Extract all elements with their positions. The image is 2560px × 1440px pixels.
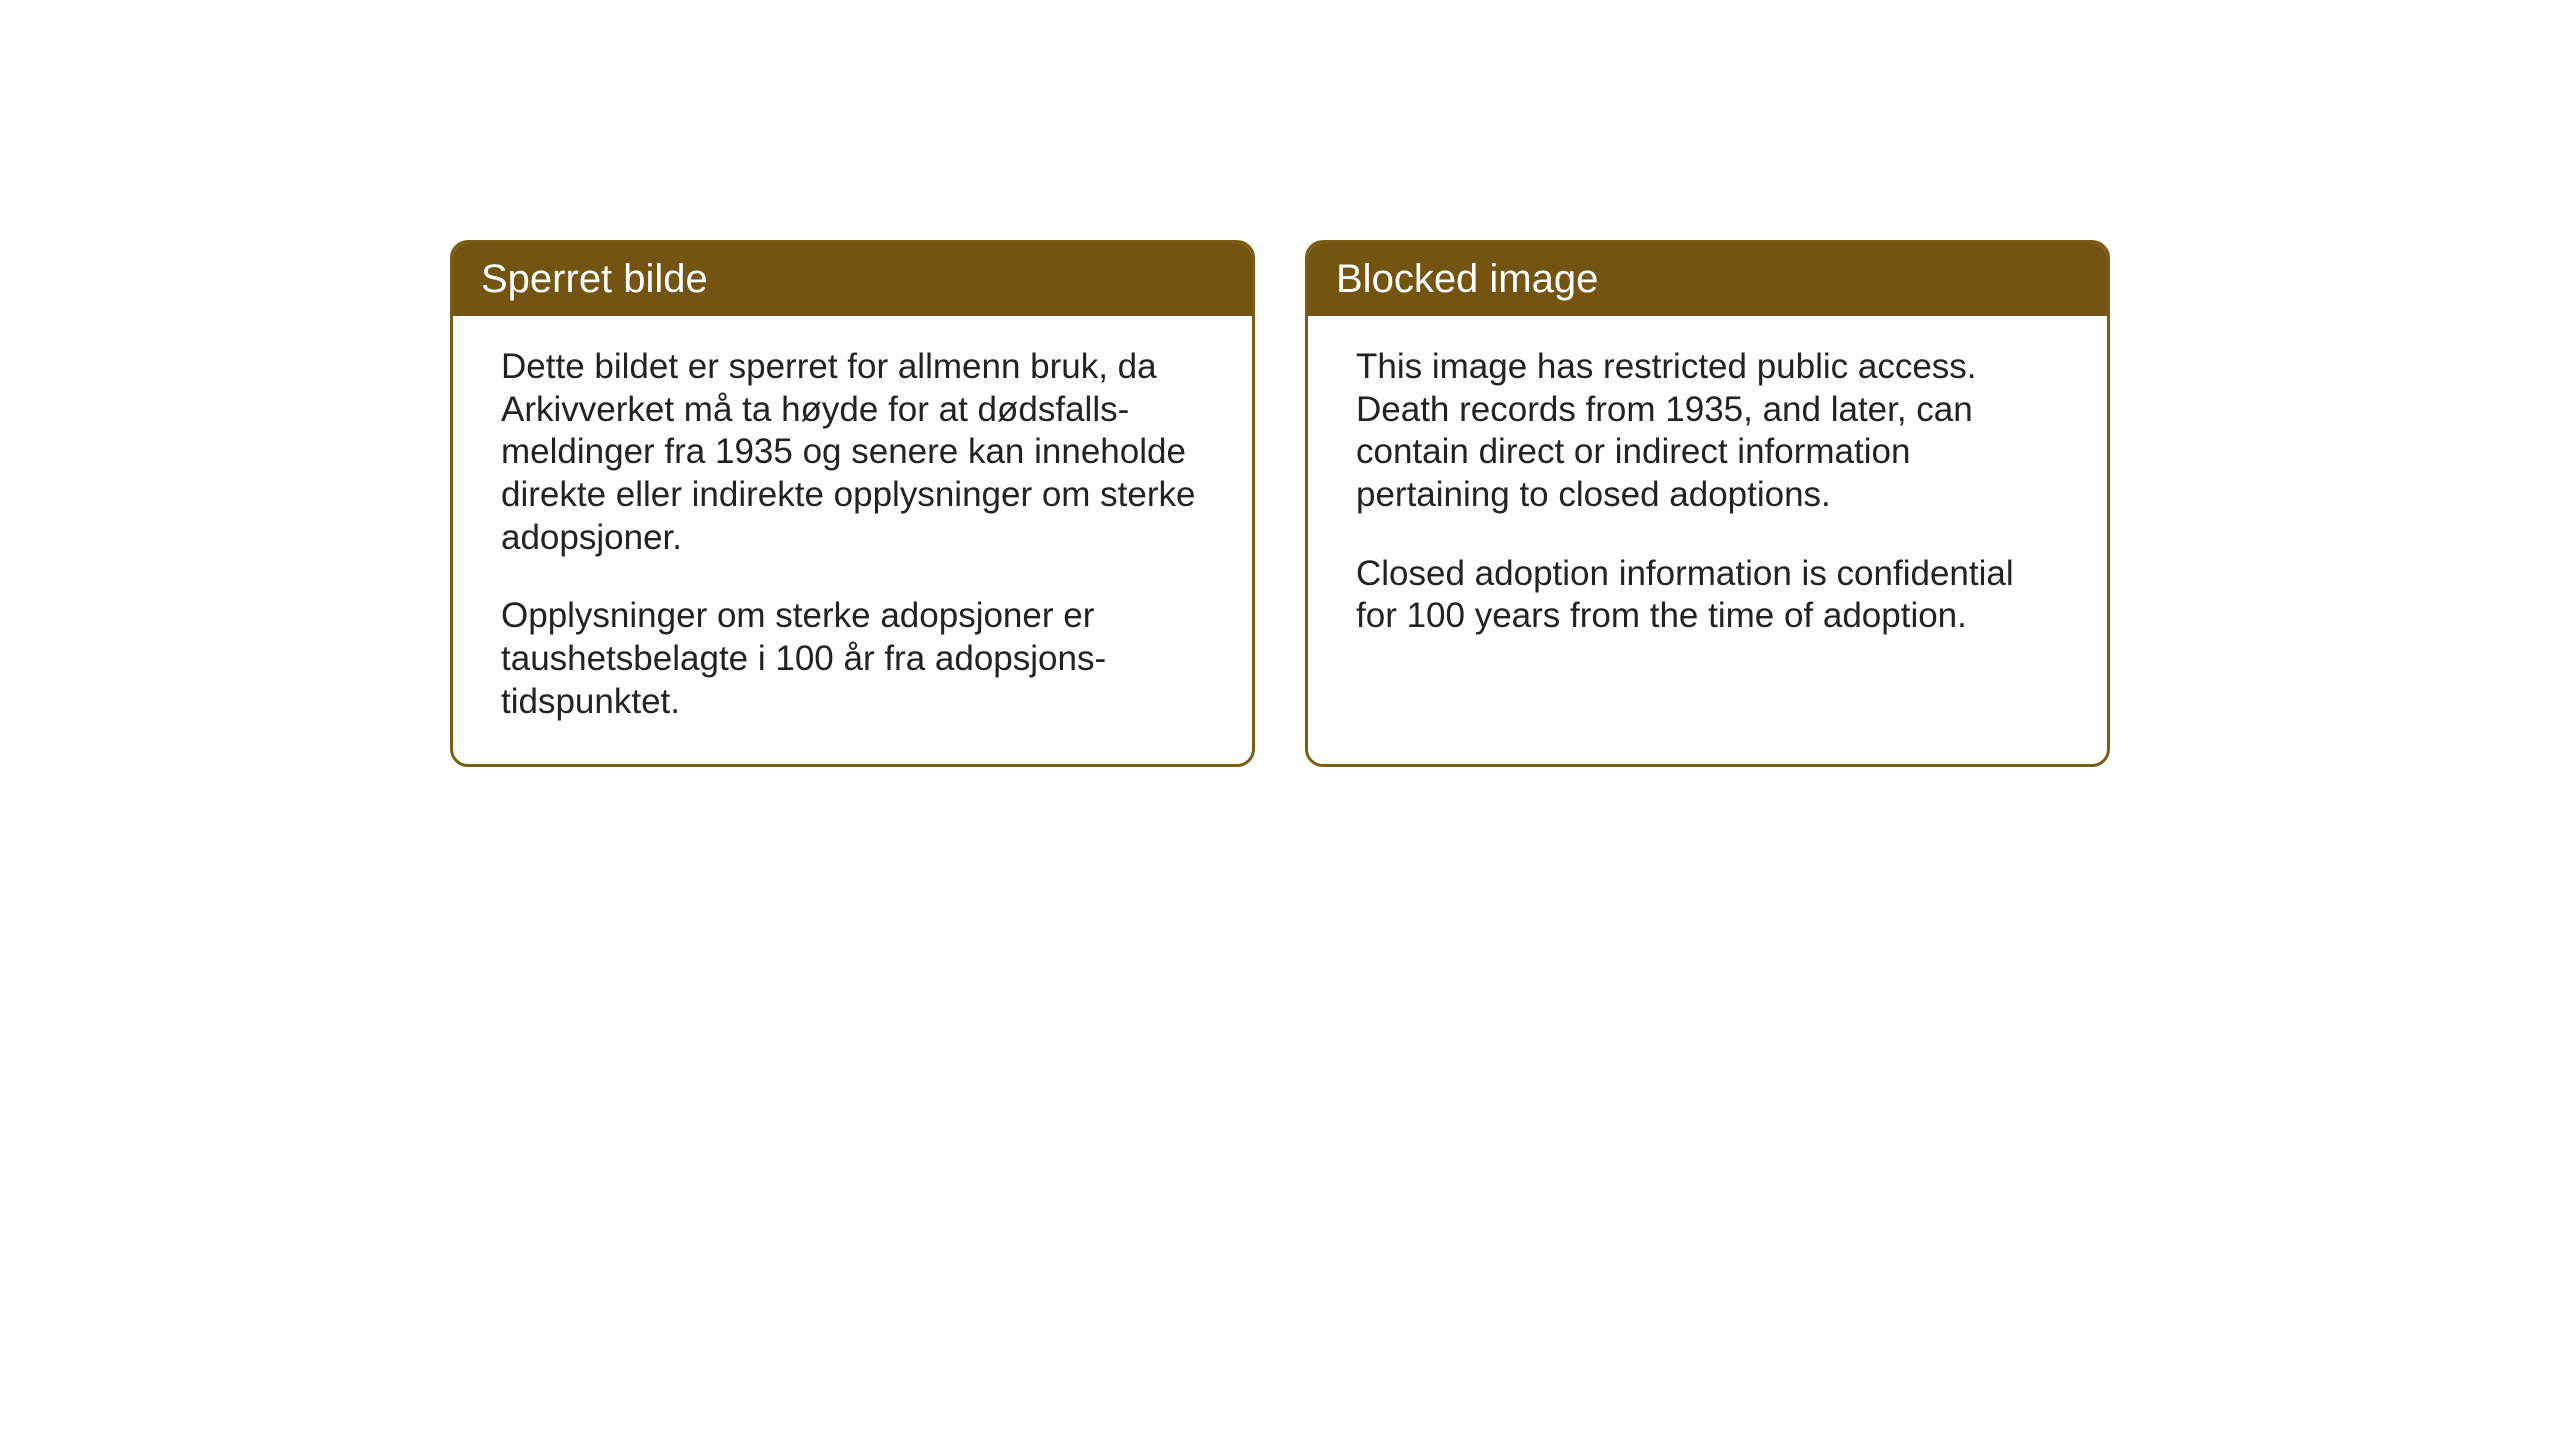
card-paragraph-2-norwegian: Opplysninger om sterke adopsjoner er tau… bbox=[501, 595, 1204, 723]
card-english: Blocked image This image has restricted … bbox=[1305, 240, 2110, 767]
card-norwegian: Sperret bilde Dette bildet er sperret fo… bbox=[450, 240, 1255, 767]
card-body-norwegian: Dette bildet er sperret for allmenn bruk… bbox=[453, 316, 1252, 764]
card-paragraph-1-english: This image has restricted public access.… bbox=[1356, 346, 2059, 517]
card-title-norwegian: Sperret bilde bbox=[481, 257, 708, 301]
cards-container: Sperret bilde Dette bildet er sperret fo… bbox=[450, 240, 2110, 767]
card-body-english: This image has restricted public access.… bbox=[1308, 316, 2107, 736]
card-title-english: Blocked image bbox=[1336, 257, 1598, 301]
card-paragraph-1-norwegian: Dette bildet er sperret for allmenn bruk… bbox=[501, 346, 1204, 559]
card-header-norwegian: Sperret bilde bbox=[453, 243, 1252, 316]
card-header-english: Blocked image bbox=[1308, 243, 2107, 316]
card-paragraph-2-english: Closed adoption information is confident… bbox=[1356, 553, 2059, 638]
